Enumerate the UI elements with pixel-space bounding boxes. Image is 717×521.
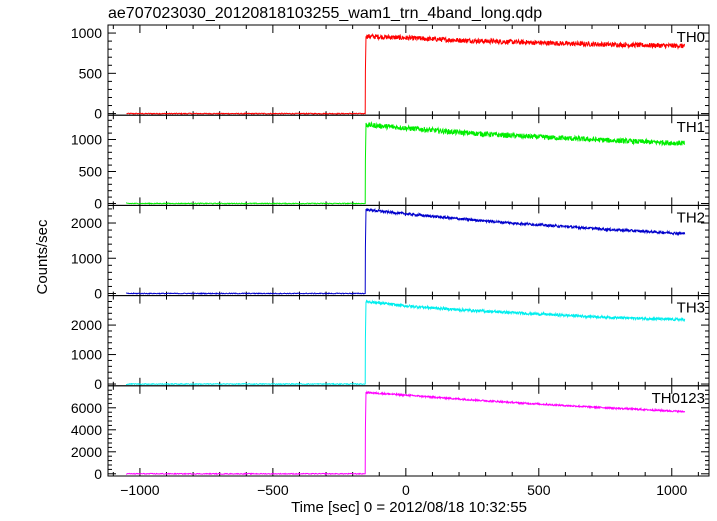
y-tick-label: 1000 bbox=[71, 347, 102, 363]
x-tick-label: 500 bbox=[527, 482, 551, 498]
y-tick-label: 0 bbox=[94, 285, 102, 301]
y-tick-label: 2000 bbox=[71, 444, 102, 460]
panel-frame bbox=[107, 385, 710, 477]
series-label-th0: TH0 bbox=[677, 29, 705, 46]
x-tick-label: −500 bbox=[257, 482, 289, 498]
y-tick-label: 0 bbox=[94, 376, 102, 392]
y-tick-label: 4000 bbox=[71, 422, 102, 438]
y-tick-label: 6000 bbox=[71, 400, 102, 416]
panel-th1: 0 500 1000 TH1 bbox=[71, 114, 710, 211]
x-tick-label: 1000 bbox=[656, 482, 687, 498]
x-tick-label: −1000 bbox=[120, 482, 160, 498]
series-label-th3: TH3 bbox=[677, 300, 705, 317]
panel-th0: 0 500 1000 TH0 bbox=[71, 24, 710, 122]
panel-th3: 0 1000 2000 TH3 bbox=[71, 295, 710, 392]
series-line-th1 bbox=[126, 120, 686, 205]
y-tick-label: 2000 bbox=[71, 317, 102, 333]
panels-group: 0 500 1000 TH0 0 500 1000 TH1 0 1000 2000 TH2 0 1000 2… bbox=[71, 24, 710, 498]
y-tick-label: 2000 bbox=[71, 215, 102, 231]
series-label-th1: TH1 bbox=[677, 119, 705, 136]
series-line-th2 bbox=[126, 207, 686, 295]
series-line-th0 bbox=[126, 33, 686, 115]
panel-th2: 0 1000 2000 TH2 bbox=[71, 204, 710, 301]
y-tick-label: 1000 bbox=[71, 250, 102, 266]
x-tick-label: 0 bbox=[402, 482, 410, 498]
y-tick-label: 1000 bbox=[71, 132, 102, 148]
y-tick-label: 0 bbox=[94, 466, 102, 482]
y-tick-label: 1000 bbox=[71, 25, 102, 41]
panel-frame bbox=[107, 295, 710, 387]
panel-frame bbox=[107, 204, 710, 297]
series-line-th0123 bbox=[126, 390, 686, 476]
chart-title: ae707023030_20120818103255_wam1_trn_4ban… bbox=[108, 5, 542, 22]
panel-th0123: 0 2000 4000 6000 TH0123 bbox=[71, 385, 710, 482]
y-axis-label: Counts/sec bbox=[34, 219, 51, 295]
y-tick-label: 500 bbox=[79, 163, 103, 179]
x-axis-label: Time [sec] 0 = 2012/08/18 10:32:55 bbox=[291, 499, 527, 516]
series-label-th2: TH2 bbox=[677, 209, 705, 226]
series-label-th0123: TH0123 bbox=[652, 390, 705, 407]
y-tick-label: 0 bbox=[94, 106, 102, 122]
series-line-th3 bbox=[126, 299, 686, 386]
y-tick-label: 500 bbox=[79, 65, 103, 81]
y-tick-label: 0 bbox=[94, 195, 102, 211]
